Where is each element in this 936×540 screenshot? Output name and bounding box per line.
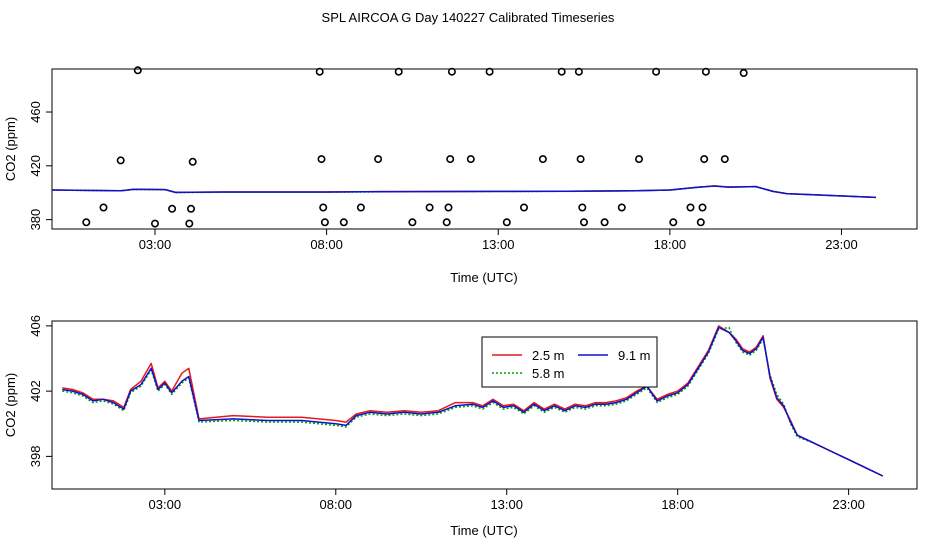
calibration-point: [116, 156, 125, 165]
y-tick-label: 420: [28, 155, 43, 177]
calibration-point: [485, 67, 494, 76]
y-tick-label: 406: [28, 315, 43, 337]
calibration-point: [187, 204, 196, 213]
x-tick-label: 18:00: [654, 237, 687, 252]
bottom-x-axis-label: Time (UTC): [450, 523, 517, 538]
legend-box: [481, 336, 658, 388]
x-tick-label: 23:00: [832, 497, 865, 512]
calibration-point: [579, 218, 588, 227]
calibration-point: [319, 203, 328, 212]
calibration-point: [557, 67, 566, 76]
calibration-point: [669, 218, 678, 227]
calibration-point: [466, 155, 475, 164]
calibration-point: [720, 155, 729, 164]
bottom-plot-frame: [51, 320, 918, 490]
y-tick-label: 398: [28, 446, 43, 468]
calibration-point: [446, 155, 455, 164]
calibration-point: [652, 67, 661, 76]
top-x-axis-label: Time (UTC): [450, 270, 517, 285]
top-calibration-points: [82, 66, 748, 228]
calibration-point: [394, 67, 403, 76]
calibration-point: [188, 157, 197, 166]
y-tick-label: 460: [28, 101, 43, 123]
calibration-point: [576, 155, 585, 164]
calibration-point: [408, 218, 417, 227]
y-tick-label: 402: [28, 380, 43, 402]
top-y-axis: 380 420 460: [28, 101, 52, 230]
x-tick-label: 08:00: [320, 497, 353, 512]
top-plot-frame: [51, 68, 918, 230]
bottom-panel: 03:00 08:00 13:00 18:00 23:00 398 402 406 Time…: [3, 315, 918, 538]
legend-label-9-1m: 9.1 m: [618, 348, 651, 363]
calibration-point: [320, 218, 329, 227]
calibration-point: [538, 155, 547, 164]
calibration-point: [698, 203, 707, 212]
calibration-point: [578, 203, 587, 212]
calibration-point: [185, 219, 194, 228]
series-line-9-1-m: [62, 326, 884, 477]
calibration-point: [502, 218, 511, 227]
bottom-y-axis: 398 402 406: [28, 315, 52, 467]
calibration-point: [686, 203, 695, 212]
calibration-point: [519, 203, 528, 212]
figure-title: SPL AIRCOA G Day 140227 Calibrated Times…: [322, 10, 615, 25]
calibration-point: [444, 203, 453, 212]
calibration-point: [442, 218, 451, 227]
series-line-9-1-m: [51, 185, 876, 199]
bottom-series-lines: [62, 325, 884, 477]
calibration-point: [739, 69, 748, 78]
calibration-point: [696, 218, 705, 227]
calibration-point: [82, 218, 91, 227]
calibration-point: [168, 204, 177, 213]
bottom-x-axis: 03:00 08:00 13:00 18:00 23:00: [149, 489, 865, 512]
top-series-lines: [51, 185, 876, 199]
calibration-point: [356, 203, 365, 212]
x-tick-label: 08:00: [310, 237, 343, 252]
x-tick-label: 23:00: [825, 237, 858, 252]
top-x-axis: 03:00 08:00 13:00 18:00 23:00: [139, 229, 858, 252]
calibration-point: [574, 67, 583, 76]
calibration-point: [634, 155, 643, 164]
calibration-point: [374, 155, 383, 164]
calibration-point: [617, 203, 626, 212]
x-tick-label: 13:00: [482, 237, 515, 252]
y-tick-label: 380: [28, 209, 43, 231]
top-panel: 03:00 08:00 13:00 18:00 23:00 380 420 460 Time…: [3, 66, 918, 285]
x-tick-label: 18:00: [661, 497, 694, 512]
legend: 2.5 m 5.8 m 9.1 m: [481, 336, 658, 388]
legend-label-2-5m: 2.5 m: [532, 348, 565, 363]
calibration-point: [339, 218, 348, 227]
calibration-point: [447, 67, 456, 76]
calibration-point: [315, 67, 324, 76]
x-tick-label: 03:00: [149, 497, 182, 512]
calibration-point: [151, 219, 160, 228]
calibration-point: [701, 67, 710, 76]
calibration-point: [133, 66, 142, 75]
top-y-axis-label: CO2 (ppm): [3, 117, 18, 181]
x-tick-label: 03:00: [139, 237, 172, 252]
calibration-point: [99, 203, 108, 212]
calibration-point: [700, 155, 709, 164]
calibration-point: [600, 218, 609, 227]
x-tick-label: 13:00: [490, 497, 523, 512]
legend-label-5-8m: 5.8 m: [532, 366, 565, 381]
calibration-point: [425, 203, 434, 212]
series-line-2-5-m: [62, 325, 884, 477]
bottom-y-axis-label: CO2 (ppm): [3, 373, 18, 437]
calibration-point: [317, 155, 326, 164]
series-line-5-8-m: [62, 326, 884, 477]
